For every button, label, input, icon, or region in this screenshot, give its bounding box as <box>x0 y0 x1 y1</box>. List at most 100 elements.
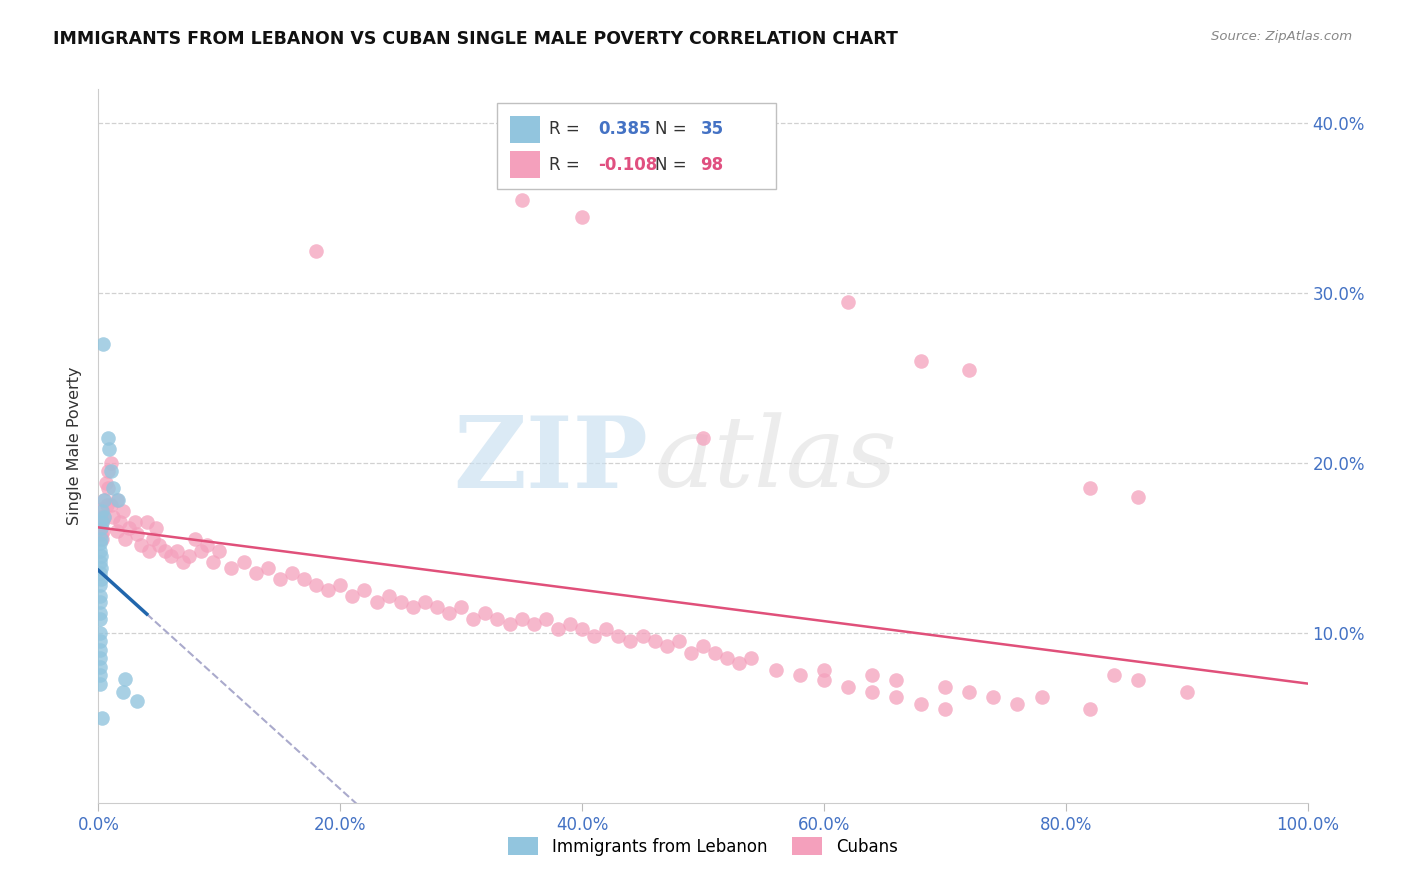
Text: 98: 98 <box>700 156 724 174</box>
Point <box>89 660 111 674</box>
Point <box>837 294 859 309</box>
Point <box>166 544 188 558</box>
Point <box>124 516 146 530</box>
Point <box>202 555 225 569</box>
Point <box>172 555 194 569</box>
Point <box>94 476 117 491</box>
Point <box>100 499 122 513</box>
Point <box>957 362 980 376</box>
Point <box>90 510 112 524</box>
Point <box>91 501 114 516</box>
Point <box>498 617 520 632</box>
Point <box>1175 685 1198 699</box>
Point <box>256 561 278 575</box>
Point <box>145 520 167 534</box>
Point <box>547 623 569 637</box>
Point <box>89 578 111 592</box>
Point <box>813 663 835 677</box>
Point <box>329 578 352 592</box>
Point <box>93 510 115 524</box>
Legend: Immigrants from Lebanon, Cubans: Immigrants from Lebanon, Cubans <box>502 830 904 863</box>
Point <box>90 572 112 586</box>
Text: N =: N = <box>655 120 692 138</box>
Point <box>716 651 738 665</box>
Point <box>366 595 388 609</box>
Point <box>93 493 115 508</box>
Point <box>138 544 160 558</box>
Point <box>90 533 112 547</box>
Point <box>619 634 641 648</box>
Point <box>523 617 546 632</box>
Point <box>107 493 129 508</box>
Point <box>108 516 131 530</box>
Point <box>1078 482 1101 496</box>
Point <box>91 337 114 351</box>
Point <box>631 629 654 643</box>
Point <box>97 430 120 444</box>
Point <box>118 520 141 534</box>
Point <box>91 524 114 538</box>
Point <box>353 583 375 598</box>
Point <box>1031 690 1053 705</box>
Point <box>195 537 218 551</box>
Point <box>93 510 115 524</box>
Y-axis label: Single Male Poverty: Single Male Poverty <box>67 367 83 525</box>
Point <box>208 544 231 558</box>
Point <box>148 537 170 551</box>
Point <box>245 566 267 581</box>
Point <box>437 606 460 620</box>
Point <box>89 626 111 640</box>
Point <box>342 589 364 603</box>
Point <box>89 566 111 581</box>
Point <box>813 673 835 688</box>
Point <box>510 193 533 207</box>
Point <box>837 680 859 694</box>
Point <box>160 549 183 564</box>
Point <box>190 544 212 558</box>
Point <box>269 572 291 586</box>
Point <box>571 210 593 224</box>
Point <box>1102 668 1125 682</box>
Text: ZIP: ZIP <box>454 412 648 508</box>
Point <box>1078 702 1101 716</box>
Point <box>89 606 111 620</box>
FancyBboxPatch shape <box>509 116 540 143</box>
Point <box>389 595 412 609</box>
Point <box>89 643 111 657</box>
Point <box>728 657 751 671</box>
Point <box>89 634 111 648</box>
FancyBboxPatch shape <box>498 103 776 189</box>
Text: 0.385: 0.385 <box>598 120 651 138</box>
Point <box>89 677 111 691</box>
Point <box>558 617 581 632</box>
Text: N =: N = <box>655 156 692 174</box>
Point <box>89 595 111 609</box>
Point <box>413 595 436 609</box>
Point <box>89 668 111 682</box>
Point <box>221 561 243 575</box>
Point <box>114 672 136 686</box>
Point <box>90 520 112 534</box>
Point <box>860 685 883 699</box>
Point <box>91 711 114 725</box>
Point <box>281 566 304 581</box>
Point <box>486 612 509 626</box>
Point <box>765 663 787 677</box>
Point <box>89 544 111 558</box>
Point <box>910 698 932 712</box>
Text: Source: ZipAtlas.com: Source: ZipAtlas.com <box>1212 30 1353 44</box>
Point <box>377 589 399 603</box>
Point <box>886 690 908 705</box>
Point <box>934 680 956 694</box>
Point <box>91 503 114 517</box>
Text: atlas: atlas <box>655 413 897 508</box>
Point <box>111 685 134 699</box>
Text: 35: 35 <box>700 120 724 138</box>
Point <box>127 694 149 708</box>
Point <box>93 493 115 508</box>
Point <box>89 612 111 626</box>
Point <box>127 527 149 541</box>
Point <box>692 430 714 444</box>
Point <box>668 634 690 648</box>
Point <box>583 629 606 643</box>
